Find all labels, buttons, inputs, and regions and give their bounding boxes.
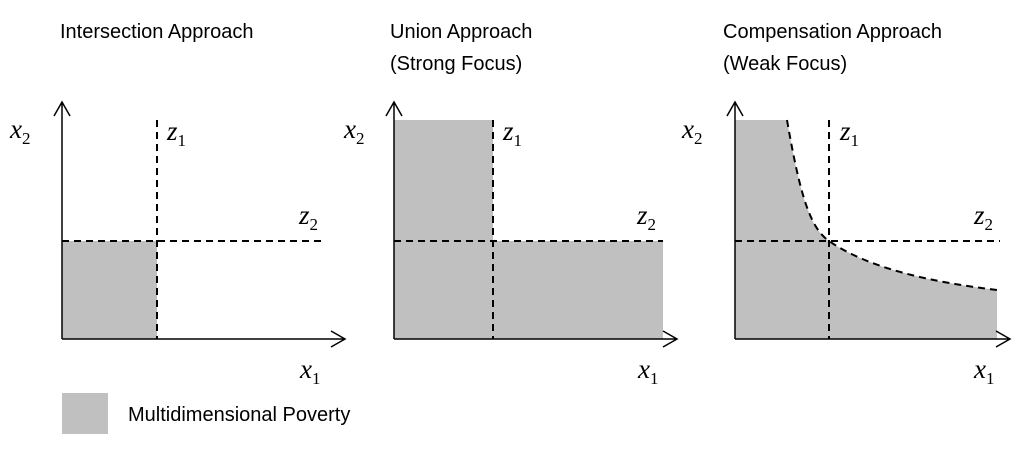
poverty-area — [735, 120, 997, 339]
panel: Compensation Approach (Weak Focus) x2 z1… — [681, 21, 1012, 388]
z1-label: z1 — [166, 116, 186, 150]
panel-title: Intersection Approach — [60, 21, 253, 43]
z1-label: z1 — [839, 116, 859, 150]
y-axis-label: x2 — [681, 114, 702, 148]
x-axis-label: x1 — [973, 354, 994, 388]
z1-label: z1 — [502, 116, 522, 150]
legend: Multidimensional Poverty — [62, 393, 350, 434]
legend-label: Multidimensional Poverty — [128, 404, 350, 426]
z2-label: z2 — [298, 200, 318, 234]
z2-label: z2 — [973, 200, 993, 234]
y-axis-label: x2 — [9, 114, 30, 148]
panel-title: Compensation Approach — [723, 21, 942, 43]
poverty-area — [394, 120, 663, 339]
cutoff-lines — [735, 120, 1000, 339]
compensation-curve — [786, 119, 998, 291]
axes — [726, 100, 1012, 348]
panel-title: (Strong Focus) — [390, 53, 522, 75]
z2-label: z2 — [636, 200, 656, 234]
axes — [53, 100, 347, 348]
y-axis-label: x2 — [343, 114, 364, 148]
poverty-area — [62, 241, 157, 339]
cutoff-lines — [394, 120, 663, 339]
cutoff-lines — [62, 120, 325, 339]
panel-title: Union Approach — [390, 21, 532, 43]
panel: Intersection Approach x2 z1 z2 x1 — [9, 21, 347, 388]
x-axis-label: x1 — [637, 354, 658, 388]
axes — [385, 100, 679, 348]
legend-swatch — [62, 393, 108, 434]
panel-title: (Weak Focus) — [723, 53, 847, 75]
panel: Union Approach (Strong Focus) x2 z1 z2 x… — [343, 21, 679, 388]
x-axis-label: x1 — [299, 354, 320, 388]
